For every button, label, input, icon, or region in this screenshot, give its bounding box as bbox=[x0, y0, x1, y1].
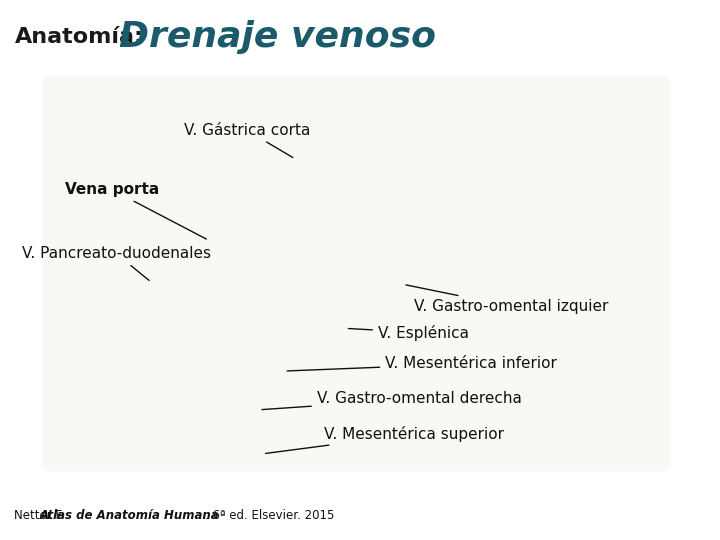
Text: V. Gastro-omental izquier: V. Gastro-omental izquier bbox=[406, 285, 608, 314]
Text: V. Mesentérica superior: V. Mesentérica superior bbox=[266, 426, 504, 454]
Text: V. Esplénica: V. Esplénica bbox=[348, 325, 469, 341]
Text: Atlas de Anatomía Humana: Atlas de Anatomía Humana bbox=[40, 509, 219, 522]
Text: . 6ª ed. Elsevier. 2015: . 6ª ed. Elsevier. 2015 bbox=[205, 509, 335, 522]
Text: V. Gástrica corta: V. Gástrica corta bbox=[184, 123, 310, 158]
Text: Drenaje venoso: Drenaje venoso bbox=[119, 20, 436, 54]
Text: Vena porta: Vena porta bbox=[65, 182, 207, 239]
FancyBboxPatch shape bbox=[43, 75, 670, 471]
Text: Netter F.: Netter F. bbox=[14, 509, 68, 522]
Text: V. Gastro-omental derecha: V. Gastro-omental derecha bbox=[262, 392, 522, 409]
Text: Anatomía:: Anatomía: bbox=[14, 27, 143, 47]
Text: V. Pancreato-duodenales: V. Pancreato-duodenales bbox=[22, 246, 210, 280]
Text: V. Mesentérica inferior: V. Mesentérica inferior bbox=[287, 356, 557, 371]
